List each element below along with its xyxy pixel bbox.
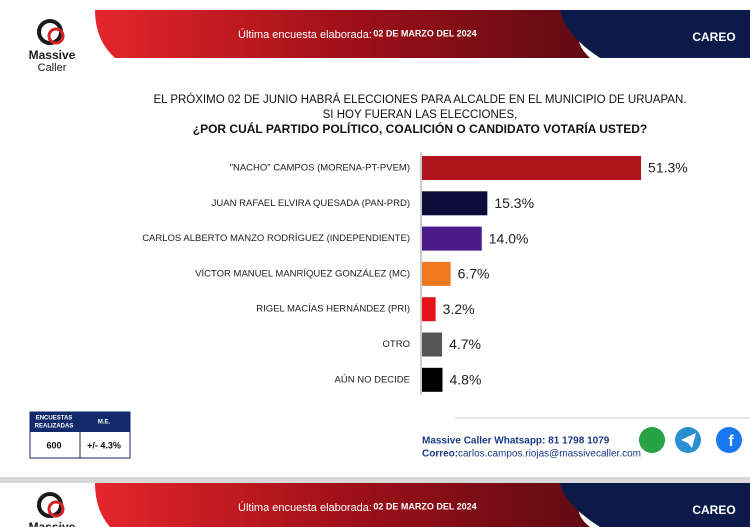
table-cell: +/- 4.3% [87, 440, 121, 450]
header-tab [560, 483, 750, 527]
category-label: AÚN NO DECIDE [335, 374, 410, 385]
value-label: 6.7% [458, 266, 490, 282]
telegram-glyph [681, 433, 696, 448]
table-header-text: ENCUESTAS [36, 416, 73, 422]
whatsapp-icon[interactable] [639, 427, 665, 453]
logo-text: Massive [29, 48, 76, 62]
bar [422, 297, 436, 322]
value-label: 3.2% [443, 301, 475, 317]
bar [422, 367, 443, 392]
logo-text: Caller [38, 62, 67, 74]
facebook-glyph: f [728, 433, 734, 450]
header-tab [560, 10, 750, 58]
value-label: 51.3% [648, 160, 688, 176]
bar [422, 156, 642, 180]
contact-email-label: Correo: [422, 449, 458, 460]
table-header-text: REALIZADAS [35, 424, 74, 430]
table-cell: 600 [46, 440, 61, 450]
table-header [30, 412, 130, 432]
value-label: 15.3% [494, 195, 534, 211]
survey-date: 02 DE MARZO DEL 2024 [373, 28, 476, 38]
header-band [95, 10, 610, 58]
bar [422, 261, 451, 286]
category-label: RIGEL MACÍAS HERNÁNDEZ (PRI) [256, 304, 410, 315]
value-label: 4.7% [449, 336, 481, 352]
facebook-icon[interactable] [716, 427, 742, 453]
survey-date: 02 DE MARZO DEL 2024 [373, 501, 476, 511]
category-label: "NACHO" CAMPOS (MORENA-PT-PVEM) [230, 163, 410, 174]
bar [422, 226, 482, 251]
logo-icon [47, 500, 65, 518]
survey-label: Última encuesta elaborada: [238, 28, 372, 41]
category-label: CARLOS ALBERTO MANZO RODRÍGUEZ (INDEPEND… [142, 233, 410, 244]
table-header-text: M.E. [98, 420, 111, 426]
tab-label: CAREO [692, 30, 735, 44]
category-label: OTRO [383, 339, 410, 350]
logo-text: Massive [29, 520, 76, 527]
question: ¿POR CUÁL PARTIDO POLÍTICO, COALICIÓN O … [193, 121, 647, 136]
logo-icon [47, 27, 65, 45]
value-label: 14.0% [489, 230, 529, 246]
header-band [95, 483, 610, 527]
contact-email: carlos.campos.riojas@massivecaller.com [458, 449, 641, 460]
card [0, 0, 750, 477]
bar [422, 332, 443, 357]
tab-label: CAREO [692, 503, 735, 517]
title-line: EL PRÓXIMO 02 DE JUNIO HABRÁ ELECCIONES … [154, 93, 687, 106]
title-line: SI HOY FUERAN LAS ELECCIONES, [323, 109, 518, 121]
category-label: VÍCTOR MANUEL MANRÍQUEZ GONZÁLEZ (MC) [195, 268, 410, 279]
contact-whatsapp: Massive Caller Whatsapp: 81 1798 1079 [422, 436, 610, 447]
category-label: JUAN RAFAEL ELVIRA QUESADA (PAN-PRD) [212, 198, 410, 209]
survey-label: Última encuesta elaborada: [238, 501, 372, 514]
value-label: 4.8% [449, 372, 481, 388]
bar [422, 191, 488, 216]
